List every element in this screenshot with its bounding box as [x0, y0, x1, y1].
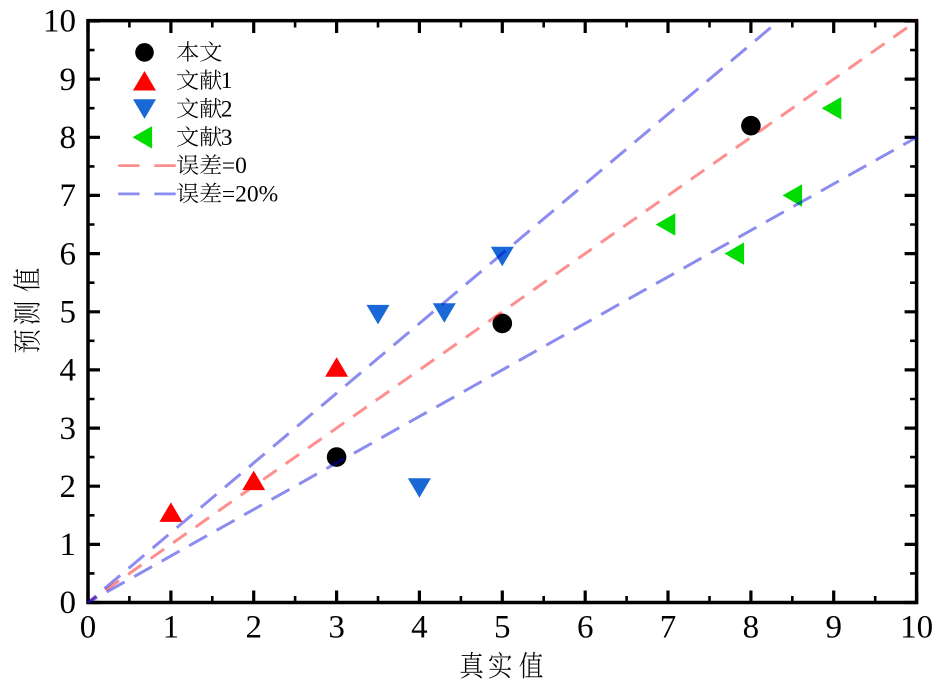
svg-text:8: 8 [743, 610, 760, 646]
svg-text:10: 10 [900, 610, 933, 646]
svg-text:=0: =0 [222, 153, 247, 179]
svg-text:9: 9 [825, 610, 842, 646]
svg-text:1: 1 [60, 527, 77, 563]
svg-text:4: 4 [411, 610, 428, 646]
svg-text:0: 0 [80, 610, 97, 646]
svg-text:3: 3 [60, 411, 77, 447]
svg-text:7: 7 [60, 178, 77, 214]
svg-text:6: 6 [577, 610, 594, 646]
svg-text:1: 1 [163, 610, 180, 646]
svg-text:6: 6 [60, 236, 77, 272]
svg-text:2: 2 [221, 97, 233, 123]
svg-text:1: 1 [221, 68, 233, 94]
svg-text:10: 10 [43, 4, 76, 40]
svg-text:4: 4 [60, 353, 77, 389]
svg-text:2: 2 [245, 610, 262, 646]
svg-text:5: 5 [60, 294, 77, 330]
svg-text:8: 8 [60, 120, 77, 156]
svg-text:3: 3 [221, 125, 233, 151]
svg-text:0: 0 [60, 585, 77, 621]
svg-text:2: 2 [60, 469, 77, 505]
svg-text:=20%: =20% [222, 181, 278, 207]
svg-text:3: 3 [328, 610, 345, 646]
svg-text:7: 7 [660, 610, 677, 646]
svg-text:9: 9 [60, 62, 77, 98]
svg-text:5: 5 [494, 610, 511, 646]
